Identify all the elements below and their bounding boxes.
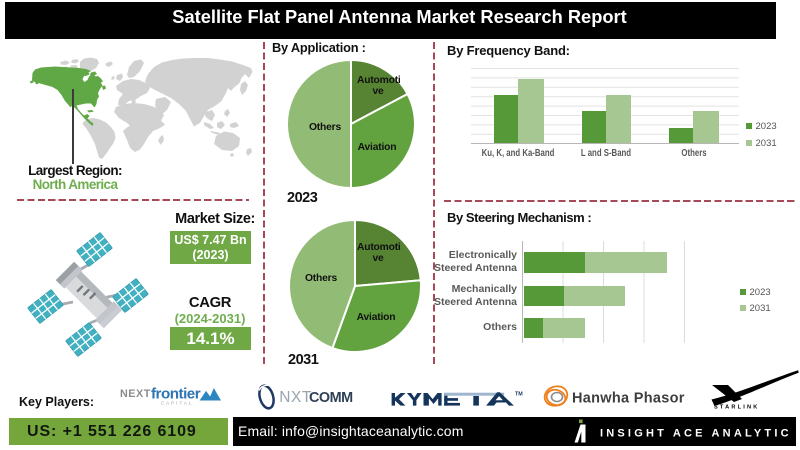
svg-text:CAPITAL: CAPITAL [161,401,194,406]
svg-text:STARLINK: STARLINK [714,405,759,411]
svg-text:TM: TM [515,392,523,398]
svg-text:COMM: COMM [309,390,353,406]
svg-text:NEXT: NEXT [120,388,151,400]
svg-text:frontier: frontier [151,386,201,403]
svg-text:Hanwha Phasor: Hanwha Phasor [572,391,685,407]
svg-text:NXT: NXT [279,389,312,406]
svg-text:INSIGHT ACE ANALYTIC: INSIGHT ACE ANALYTIC [600,428,792,440]
